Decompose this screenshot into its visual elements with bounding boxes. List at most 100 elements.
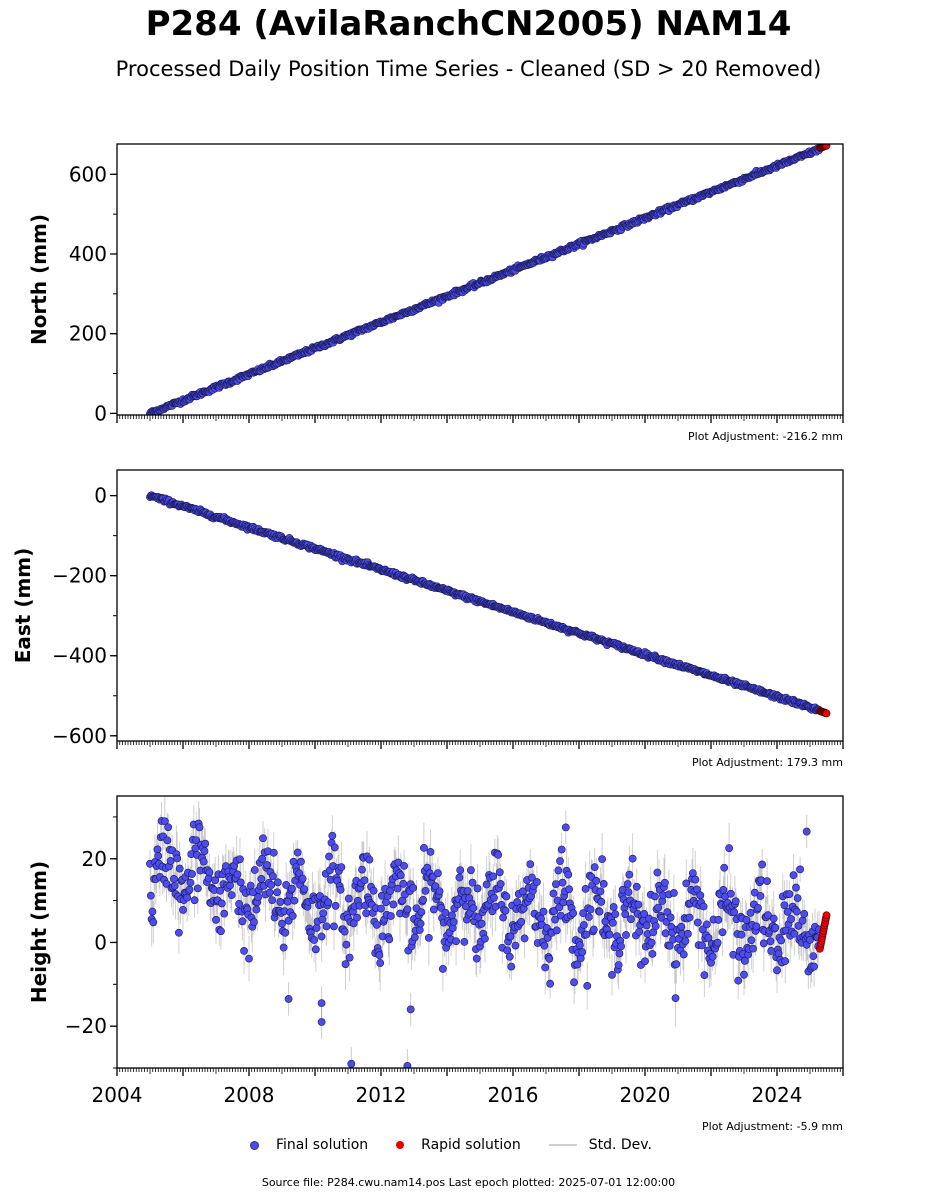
final-point: [691, 875, 700, 884]
final-point: [166, 856, 175, 865]
final-point: [438, 965, 447, 973]
final-point: [337, 863, 346, 872]
final-point: [763, 877, 771, 886]
final-point: [520, 934, 529, 943]
final-point: [677, 922, 686, 931]
final-point: [719, 886, 728, 894]
final-point: [496, 880, 505, 888]
final-solution-points: [146, 144, 823, 415]
final-point: [565, 885, 573, 894]
final-point: [317, 932, 326, 941]
final-point: [759, 939, 768, 948]
final-point: [519, 887, 527, 896]
final-point: [236, 855, 244, 864]
final-point: [559, 898, 568, 907]
final-point: [608, 970, 616, 979]
final-point: [273, 878, 282, 887]
final-point: [769, 914, 778, 923]
final-point: [589, 925, 598, 934]
final-point: [596, 887, 605, 896]
final-point: [389, 900, 398, 909]
final-point: [424, 933, 433, 942]
final-point: [227, 891, 236, 900]
plot-adjustment-note: Plot Adjustment: 179.3 mm: [692, 756, 843, 769]
final-point: [713, 938, 722, 947]
final-point: [641, 957, 649, 966]
x-tick-label: 2024: [752, 1083, 803, 1107]
final-point: [254, 893, 262, 902]
legend-label-std: Std. Dev.: [588, 1137, 652, 1153]
final-point: [624, 888, 633, 897]
final-point: [473, 884, 482, 893]
legend-item-rapid: Rapid solution: [396, 1137, 521, 1153]
final-point: [162, 879, 171, 888]
y-tick-label: −200: [52, 564, 107, 588]
final-point: [726, 889, 735, 898]
final-point: [752, 922, 761, 931]
final-point: [783, 907, 792, 916]
final-point: [513, 898, 522, 906]
rapid-point: [822, 911, 831, 920]
final-point: [226, 881, 234, 890]
final-point: [592, 876, 601, 885]
final-point: [319, 909, 328, 918]
final-point: [599, 880, 608, 888]
final-point: [642, 921, 651, 930]
panel-1: 0 200 400 600 North (mm) Plot Adjustment: -21…: [27, 143, 844, 443]
final-point: [575, 941, 584, 950]
final-point: [792, 883, 800, 892]
final-point: [288, 912, 297, 920]
final-point: [688, 869, 697, 877]
final-point: [698, 925, 707, 934]
final-point: [506, 932, 515, 941]
final-point: [163, 836, 172, 845]
rapid-solution-points: [816, 144, 831, 152]
final-point: [766, 937, 775, 946]
final-point: [386, 912, 395, 920]
final-point: [482, 880, 491, 889]
x-tick-label: 2020: [620, 1083, 671, 1107]
x-tick-label: 2008: [224, 1083, 275, 1107]
final-point: [651, 892, 659, 901]
final-point: [671, 994, 680, 1003]
final-point: [754, 904, 762, 912]
final-point-outlier: [317, 999, 326, 1008]
final-point: [632, 882, 641, 891]
legend: Final solution Rapid solution Std. Dev.: [250, 1137, 680, 1153]
final-point: [737, 930, 746, 939]
final-point: [258, 854, 267, 863]
final-point: [679, 950, 688, 959]
final-point: [340, 927, 349, 936]
final-point: [702, 920, 711, 929]
final-solution-points: [146, 491, 823, 715]
final-point: [419, 843, 428, 852]
final-point: [648, 949, 657, 958]
final-point: [344, 894, 353, 903]
final-point: [581, 884, 590, 893]
final-point: [448, 911, 456, 920]
final-point: [281, 928, 290, 937]
final-point: [154, 852, 163, 860]
final-point: [173, 854, 182, 863]
final-point: [684, 929, 692, 938]
final-point: [756, 892, 765, 900]
final-point: [725, 844, 734, 853]
final-point: [746, 908, 755, 917]
final-point: [474, 913, 483, 922]
final-point: [511, 941, 520, 950]
final-point: [718, 928, 727, 937]
final-point: [235, 899, 243, 908]
plot-area: [146, 491, 831, 718]
final-point: [160, 817, 169, 826]
chart-subtitle: Processed Daily Position Time Series - C…: [115, 57, 822, 81]
final-point: [654, 903, 663, 912]
final-point: [700, 971, 709, 980]
y-tick-label: 0: [94, 930, 107, 954]
final-point: [615, 949, 624, 958]
final-point: [183, 893, 192, 902]
rapid-solution-marker-icon: [396, 1141, 405, 1149]
final-point: [545, 954, 554, 963]
final-point: [185, 885, 194, 894]
x-tick-label: 2016: [488, 1083, 539, 1107]
final-point: [557, 845, 566, 854]
